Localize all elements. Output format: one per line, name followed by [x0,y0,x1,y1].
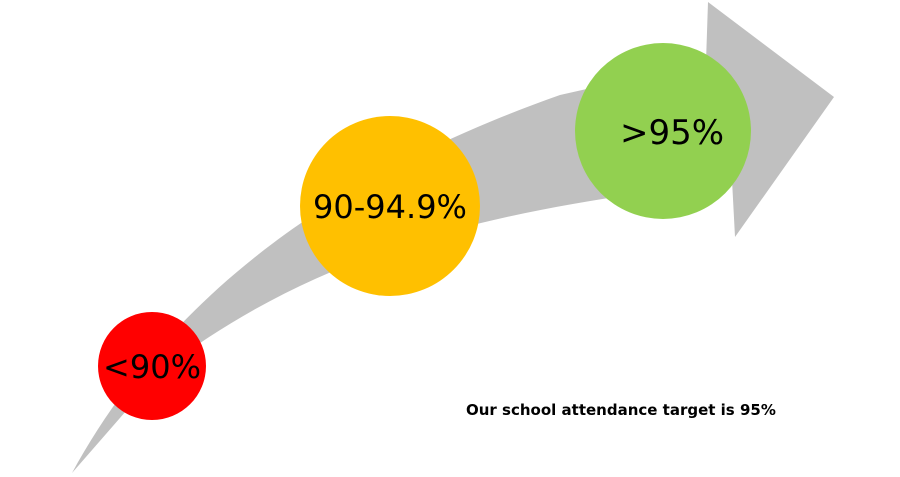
level-low-circle [98,312,206,420]
level-high: >95% [575,43,751,219]
level-mid-label: 90-94.9% [313,188,467,226]
level-high-circle [575,43,751,219]
level-high-label: >95% [620,113,724,153]
level-low: <90% [98,312,206,420]
attendance-target-caption: Our school attendance target is 95% [466,401,776,419]
level-low-label: <90% [103,348,201,386]
level-mid: 90-94.9% [300,116,480,296]
level-mid-circle [300,116,480,296]
